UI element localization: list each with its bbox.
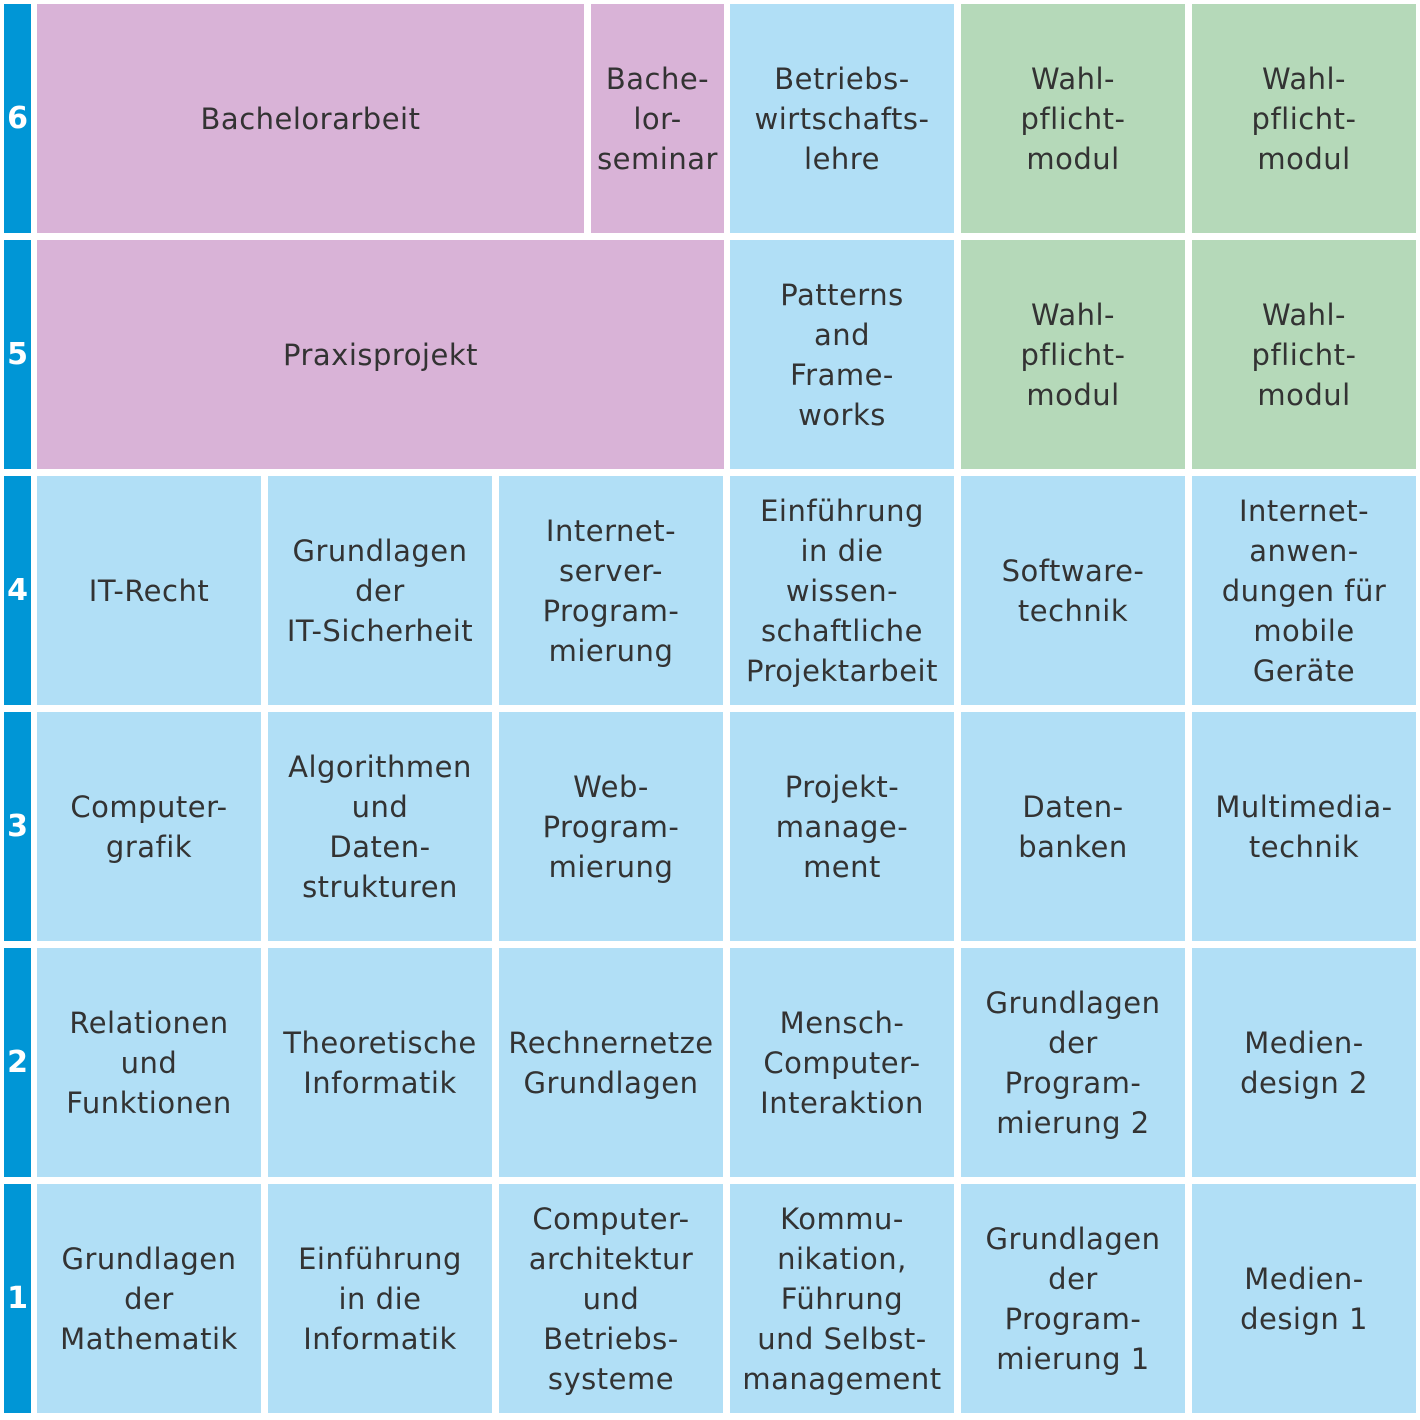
module-betriebswirtschaftslehre: Betriebs- wirtschafts- lehre [730,4,954,233]
module-softwaretechnik: Software- technik [961,476,1185,705]
module-grundlagen-programmierung-2: Grundlagen der Program- mierung 2 [961,948,1185,1177]
module-mensch-computer-interaktion: Mensch- Computer- Interaktion [730,948,954,1177]
module-patterns-and-frameworks: Patterns and Frame- works [730,240,954,469]
module-computerarchitektur-betriebssysteme: Computer- architektur und Betriebs- syst… [499,1184,723,1413]
module-it-recht: IT-Recht [37,476,261,705]
module-wahlpflichtmodul: Wahl- pflicht- modul [1192,240,1416,469]
module-relationen-funktionen: Relationen und Funktionen [37,948,261,1177]
semester-label-2: 2 [4,948,31,1177]
module-rechnernetze: Rechnernetze Grundlagen [499,948,723,1177]
module-computergrafik: Computer- grafik [37,712,261,941]
semester-label-6: 6 [4,4,31,233]
module-grundlagen-mathematik: Grundlagen der Mathematik [37,1184,261,1413]
module-algorithmen-datenstrukturen: Algorithmen und Daten- strukturen [268,712,492,941]
semester-label-4: 4 [4,476,31,705]
module-mobile-anwendungen: Internet- anwen- dungen für mobile Gerät… [1192,476,1416,705]
module-kommunikation-fuehrung: Kommu- nikation, Führung und Selbst- man… [730,1184,954,1413]
module-datenbanken: Daten- banken [961,712,1185,941]
module-praxisprojekt: Praxisprojekt [37,240,724,469]
module-wissenschaftliche-projektarbeit: Einführung in die wissen- schaftliche Pr… [730,476,954,705]
module-grundlagen-it-sicherheit: Grundlagen der IT-Sicherheit [268,476,492,705]
semester-label-3: 3 [4,712,31,941]
module-grundlagen-programmierung-1: Grundlagen der Program- mierung 1 [961,1184,1185,1413]
module-bachelorarbeit: Bachelorarbeit [37,4,584,233]
module-theoretische-informatik: Theoretische Informatik [268,948,492,1177]
module-einfuehrung-informatik: Einführung in die Informatik [268,1184,492,1413]
module-multimediatechnik: Multimedia- technik [1192,712,1416,941]
module-mediendesign-1: Medien- design 1 [1192,1184,1416,1413]
module-wahlpflichtmodul: Wahl- pflicht- modul [961,240,1185,469]
module-projektmanagement: Projekt- manage- ment [730,712,954,941]
module-bachelorseminar: Bache- lor- seminar [591,4,724,233]
module-internetserver-programmierung: Internet- server- Program- mierung [499,476,723,705]
module-wahlpflichtmodul: Wahl- pflicht- modul [961,4,1185,233]
module-web-programmierung: Web- Program- mierung [499,712,723,941]
module-mediendesign-2: Medien- design 2 [1192,948,1416,1177]
semester-label-1: 1 [4,1184,31,1413]
module-wahlpflichtmodul: Wahl- pflicht- modul [1192,4,1416,233]
semester-label-5: 5 [4,240,31,469]
